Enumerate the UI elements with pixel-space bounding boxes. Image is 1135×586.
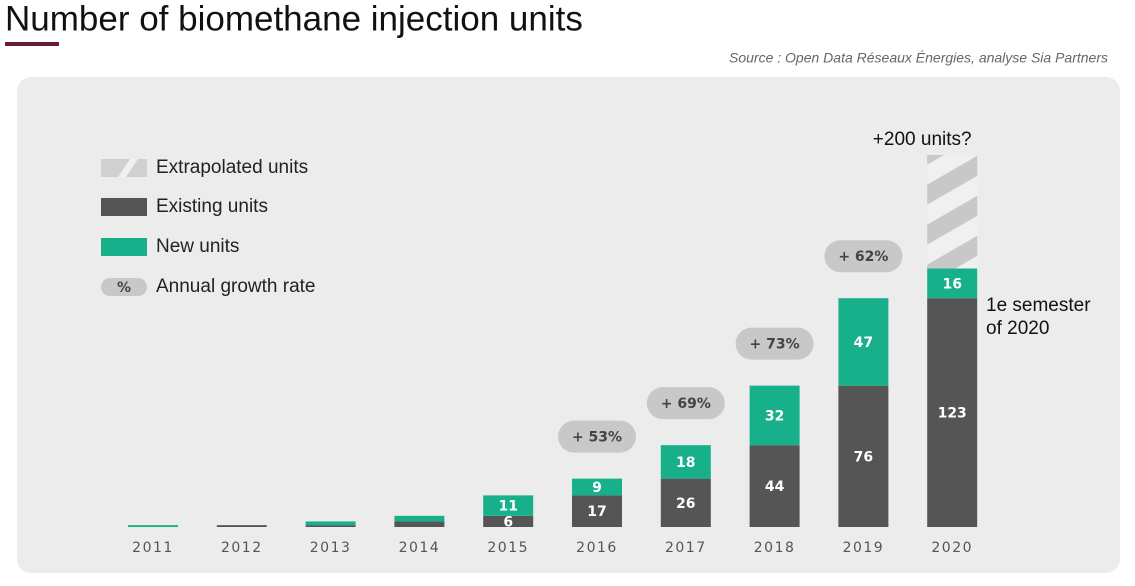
growth-pill bbox=[735, 327, 814, 360]
x-tick-label: 2018 bbox=[754, 540, 796, 556]
legend-label: New units bbox=[156, 236, 239, 257]
data-label: 16 bbox=[942, 276, 961, 292]
bar-segment bbox=[572, 478, 622, 496]
title-underline bbox=[5, 42, 59, 46]
bar-segment bbox=[927, 155, 978, 269]
annotation: of 2020 bbox=[986, 318, 1049, 339]
growth-label: + 73% bbox=[750, 337, 800, 353]
bar-segment bbox=[749, 445, 800, 527]
chart-title: Number of biomethane injection units bbox=[5, 0, 583, 38]
bar-segment bbox=[216, 525, 267, 527]
annotation: 1e semester bbox=[986, 295, 1091, 316]
x-tick-label: 2016 bbox=[576, 540, 618, 556]
bar-segment bbox=[483, 495, 534, 516]
data-label: 123 bbox=[938, 406, 967, 422]
bar-segment bbox=[394, 515, 445, 522]
data-label: 44 bbox=[765, 479, 785, 495]
x-tick-label: 2011 bbox=[132, 540, 174, 556]
x-tick-label: 2019 bbox=[843, 540, 885, 556]
data-label: 6 bbox=[503, 514, 513, 530]
x-tick-label: 2012 bbox=[221, 540, 263, 556]
bar-segment bbox=[660, 478, 711, 527]
growth-label: + 62% bbox=[838, 249, 888, 265]
data-label: 17 bbox=[587, 504, 606, 520]
x-tick-label: 2020 bbox=[931, 540, 973, 556]
legend-marker-label: % bbox=[117, 280, 131, 296]
data-label: 26 bbox=[676, 496, 695, 512]
growth-pill bbox=[558, 420, 636, 453]
legend-swatch bbox=[101, 198, 147, 216]
growth-pill bbox=[824, 240, 903, 273]
x-tick-label: 2017 bbox=[665, 540, 707, 556]
growth-label: + 69% bbox=[661, 396, 711, 412]
growth-pill bbox=[646, 387, 725, 420]
legend-label: Annual growth rate bbox=[156, 276, 316, 297]
legend-swatch bbox=[101, 278, 147, 296]
legend-swatch bbox=[101, 238, 147, 256]
x-tick-label: 2015 bbox=[487, 540, 529, 556]
bar-segment bbox=[572, 495, 622, 527]
bar-segment bbox=[927, 268, 978, 299]
source: Source : Open Data Réseaux Énergies, ana… bbox=[729, 50, 1108, 66]
bar-segment bbox=[660, 445, 711, 479]
bar-segment bbox=[927, 298, 978, 527]
legend-swatch-stripe bbox=[118, 159, 138, 177]
bar-segment bbox=[749, 385, 800, 446]
legend-label: Existing units bbox=[156, 196, 268, 217]
bar-segment bbox=[305, 525, 356, 527]
annotation: +200 units? bbox=[873, 129, 972, 150]
data-label: 9 bbox=[592, 480, 602, 496]
bar-segment bbox=[394, 521, 445, 527]
data-label: 47 bbox=[854, 335, 873, 351]
legend-label: Extrapolated units bbox=[156, 157, 308, 178]
data-label: 32 bbox=[765, 408, 784, 424]
data-label: 18 bbox=[676, 455, 695, 471]
bar-segment bbox=[838, 385, 889, 527]
growth-label: + 53% bbox=[572, 430, 622, 446]
bar-segment bbox=[838, 298, 889, 386]
x-tick-label: 2013 bbox=[310, 540, 352, 556]
bar-segment bbox=[305, 521, 356, 526]
data-label: 76 bbox=[854, 449, 873, 465]
bar-segment bbox=[483, 515, 534, 527]
bar-segment bbox=[128, 525, 178, 527]
data-label: 11 bbox=[498, 499, 517, 515]
x-tick-label: 2014 bbox=[399, 540, 441, 556]
